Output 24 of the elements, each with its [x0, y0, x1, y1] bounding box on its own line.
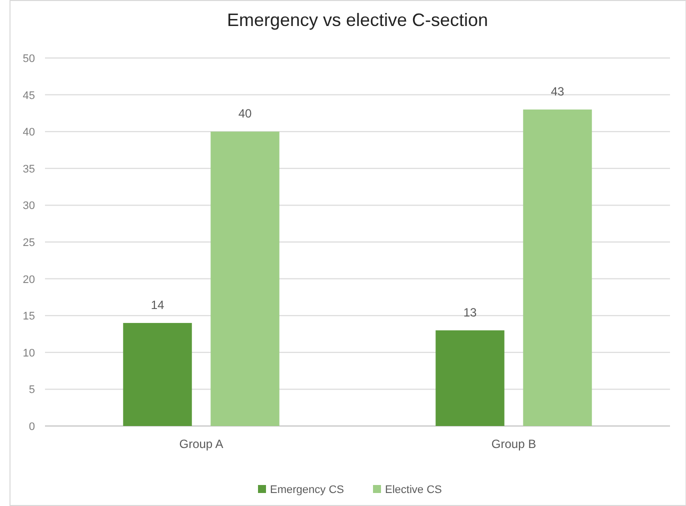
x-tick-label: Group B — [491, 437, 536, 451]
y-tick-label: 20 — [22, 274, 35, 286]
bar — [123, 322, 192, 426]
bar — [436, 330, 504, 426]
y-tick-label: 15 — [22, 310, 35, 323]
data-label: 14 — [150, 298, 164, 312]
y-tick-label: 10 — [22, 347, 35, 360]
data-label: 40 — [238, 106, 252, 121]
y-tick-label: 25 — [22, 237, 35, 249]
chart-title: Emergency vs elective C-section — [226, 10, 488, 30]
y-tick-label: 5 — [28, 384, 35, 396]
y-tick-label: 45 — [22, 90, 35, 102]
legend-label: Emergency CS — [270, 484, 344, 496]
y-tick-label: 50 — [22, 53, 35, 65]
y-tick-label: 30 — [22, 200, 35, 212]
data-label: 13 — [463, 305, 477, 320]
bar — [210, 132, 280, 426]
x-tick-label: Group A — [179, 437, 224, 451]
legend-label: Elective CS — [385, 484, 442, 496]
y-tick-label: 35 — [22, 163, 35, 176]
bar — [523, 110, 592, 426]
y-tick-label: 40 — [22, 126, 35, 139]
data-label: 43 — [550, 84, 564, 99]
y-tick-label: 0 — [28, 421, 35, 433]
